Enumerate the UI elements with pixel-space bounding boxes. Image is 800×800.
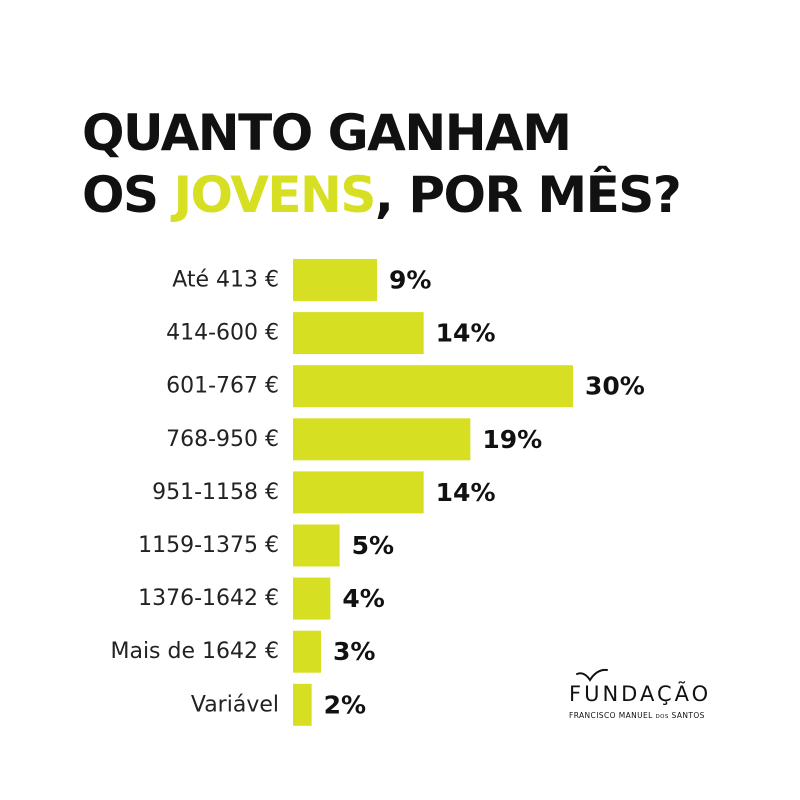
category-label: 1376-1642 € bbox=[138, 586, 279, 611]
value-label: 2% bbox=[324, 690, 366, 719]
value-label: 9% bbox=[389, 266, 431, 295]
logo-subtitle-c: SANTOS bbox=[668, 711, 705, 720]
logo-wordmark: FUNDAÇÃO bbox=[569, 682, 712, 706]
category-label: Até 413 € bbox=[172, 268, 279, 293]
bar bbox=[293, 418, 471, 461]
value-label: 3% bbox=[333, 637, 375, 666]
title-line-2-end: , POR MÊS? bbox=[374, 166, 682, 224]
logo-subtitle-b: DOS bbox=[655, 714, 669, 720]
category-label: 414-600 € bbox=[166, 321, 279, 346]
value-label: 4% bbox=[342, 584, 384, 613]
title-line-2-start: OS bbox=[82, 166, 174, 224]
title-line-1: QUANTO GANHAM bbox=[82, 104, 572, 162]
logo-subtitle-a: FRANCISCO MANUEL bbox=[569, 711, 656, 720]
category-label: Variável bbox=[191, 692, 279, 717]
chart-title: QUANTO GANHAM OS JOVENS, POR MÊS? bbox=[82, 102, 682, 226]
category-label: Mais de 1642 € bbox=[110, 639, 279, 664]
category-label: 951-1158 € bbox=[152, 480, 279, 505]
value-label: 30% bbox=[585, 372, 645, 401]
category-label: 1159-1375 € bbox=[138, 533, 279, 558]
bar bbox=[293, 312, 424, 355]
bar bbox=[293, 471, 424, 514]
fundacao-logo: FUNDAÇÃO FRANCISCO MANUEL DOS SANTOS bbox=[565, 668, 735, 724]
category-label: 601-767 € bbox=[166, 374, 279, 399]
value-label: 14% bbox=[436, 478, 496, 507]
title-highlight: JOVENS bbox=[173, 166, 376, 224]
value-label: 19% bbox=[482, 425, 542, 454]
bar bbox=[293, 259, 377, 301]
bar bbox=[293, 630, 321, 673]
bird-icon bbox=[576, 668, 608, 682]
bar bbox=[293, 683, 312, 726]
bar bbox=[293, 577, 331, 620]
bar bbox=[293, 365, 573, 408]
value-label: 5% bbox=[352, 531, 394, 560]
logo-subtitle: FRANCISCO MANUEL DOS SANTOS bbox=[569, 711, 705, 720]
category-label: 768-950 € bbox=[166, 427, 279, 452]
bar bbox=[293, 524, 340, 567]
value-label: 14% bbox=[436, 319, 496, 348]
